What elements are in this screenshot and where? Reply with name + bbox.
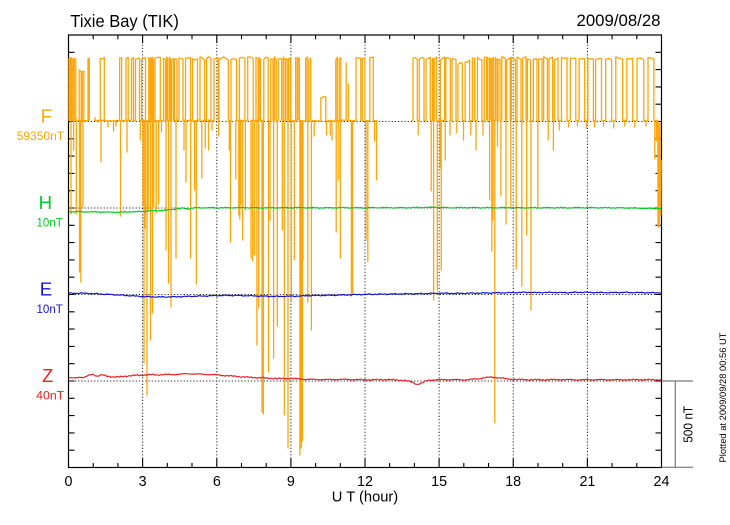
svg-text:0: 0 — [65, 474, 73, 490]
svg-text:9: 9 — [287, 474, 295, 490]
svg-text:E: E — [40, 278, 52, 299]
svg-text:F: F — [41, 105, 52, 126]
svg-text:40nT: 40nT — [36, 388, 65, 402]
svg-text:21: 21 — [579, 474, 595, 490]
svg-text:3: 3 — [139, 474, 147, 490]
svg-text:10nT: 10nT — [37, 215, 64, 229]
svg-text:H: H — [39, 192, 52, 213]
svg-text:18: 18 — [505, 474, 521, 490]
svg-text:Tixie Bay (TIK): Tixie Bay (TIK) — [70, 11, 178, 31]
svg-text:12: 12 — [357, 474, 373, 490]
svg-text:6: 6 — [213, 474, 221, 490]
svg-text:2009/08/28: 2009/08/28 — [577, 12, 661, 30]
svg-text:500 nT: 500 nT — [680, 406, 695, 443]
svg-text:24: 24 — [654, 474, 670, 490]
svg-text:10nT: 10nT — [37, 302, 64, 316]
svg-text:U T (hour): U T (hour) — [332, 490, 398, 506]
svg-text:Z: Z — [42, 365, 53, 386]
svg-text:15: 15 — [431, 474, 447, 490]
svg-text:Plotted at 2009/09/28 00:56 UT: Plotted at 2009/09/28 00:56 UT — [718, 332, 729, 462]
svg-text:59350nT: 59350nT — [17, 129, 65, 143]
